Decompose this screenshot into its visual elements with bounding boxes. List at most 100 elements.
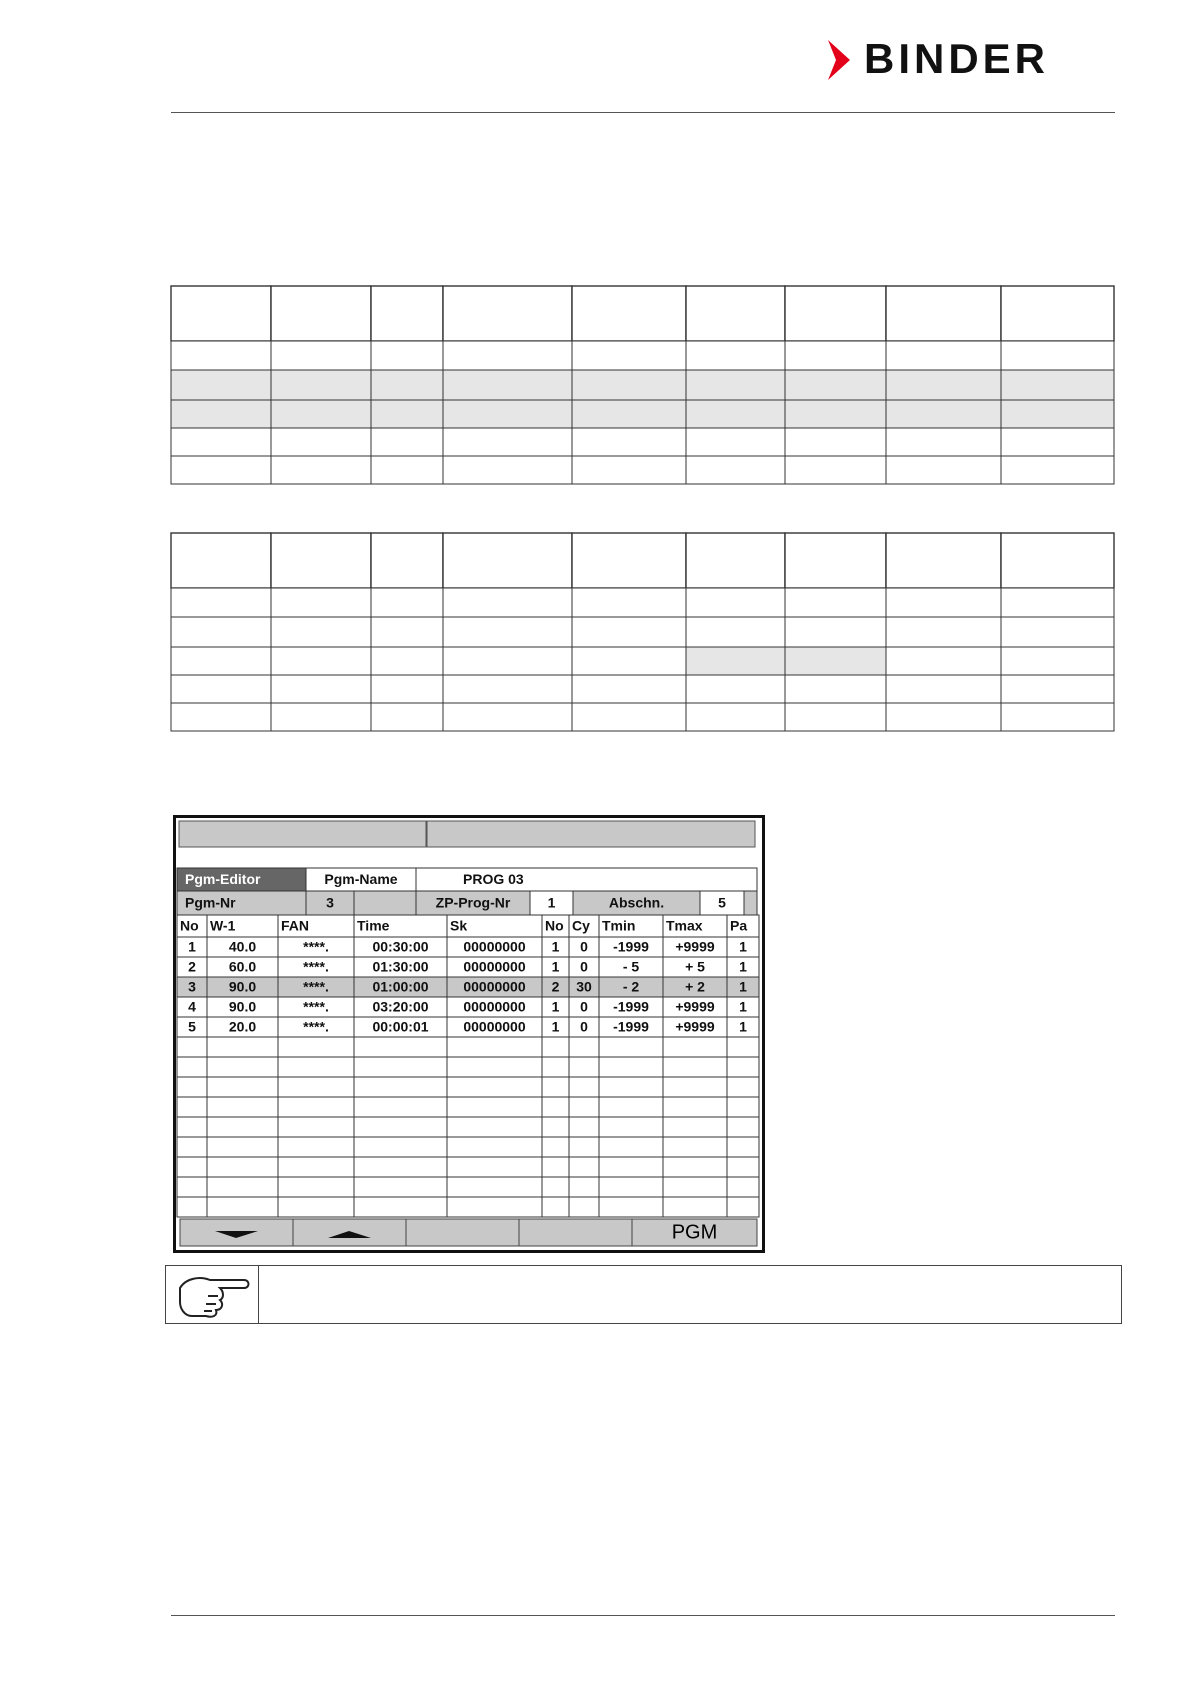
screen-text: Abschn. [609,895,664,911]
soft-key[interactable] [518,1218,633,1247]
screen-cell [277,1176,355,1198]
screen-cell [568,1116,600,1138]
arrow-up [328,1231,371,1238]
table-cell [784,340,887,371]
note-icon-cell [166,1266,259,1323]
table-cell [784,532,887,589]
screen-text: 0 [580,939,588,955]
screen-cell [541,1076,570,1098]
screen-text: 1 [739,1019,747,1035]
header-rule [171,112,1115,113]
screen-cell [598,1156,664,1178]
table-cell [885,427,1002,457]
screen-cell [662,1116,728,1138]
table-cell [784,646,887,676]
soft-key[interactable] [631,1218,758,1247]
table-cell [784,587,887,618]
screen-cell [568,1136,600,1158]
table-cell [1000,616,1115,648]
screen-cell [726,1176,760,1198]
table-cell [685,674,786,704]
screen-text: 1 [739,959,747,975]
screen-text: Cy [572,918,590,934]
screen-text: +9999 [675,939,715,955]
table-cell [442,616,573,648]
table-cell [370,369,444,401]
screen-text: ****. [303,959,329,975]
screen-cell [176,1056,208,1078]
table-cell [571,532,687,589]
table-cell [885,399,1002,429]
screen-cell [206,1136,279,1158]
screen-text: 5 [188,1019,196,1035]
table-cell [270,674,372,704]
table-cell [1000,455,1115,485]
table-cell [685,646,786,676]
table-cell [170,455,272,485]
screen-cell [353,1116,448,1138]
table-cell [442,455,573,485]
screen-text: W-1 [210,918,236,934]
screen-text: 0 [580,959,588,975]
screen-text: 40.0 [229,939,256,955]
table-cell [370,455,444,485]
screen-cell [541,1156,570,1178]
screen-cell [176,1096,208,1118]
empty-tables [170,285,1115,732]
screen-cell [568,1096,600,1118]
screen-cell [726,1196,760,1218]
screen-cell [176,1116,208,1138]
screen-text: 00000000 [463,959,526,975]
screen-cell [353,1196,448,1218]
table-cell [442,427,573,457]
screen-cell [598,1096,664,1118]
table-cell [1000,587,1115,618]
screen-cell [176,1156,208,1178]
screen-cell [541,1056,570,1078]
table-cell [885,455,1002,485]
screen-cell [353,1056,448,1078]
screen-cell [572,890,701,916]
table-cell [685,340,786,371]
screen-text: +9999 [675,1019,715,1035]
table-cell [1000,702,1115,732]
screen-cell [662,1196,728,1218]
table-cell [270,399,372,429]
table-cell [170,285,272,342]
screen-text: 1 [552,1019,560,1035]
screen-text: 3 [188,979,196,995]
table-cell [170,616,272,648]
screen-cell [206,1076,279,1098]
screen-text: 03:20:00 [372,999,428,1015]
screen-text: Time [357,918,390,934]
table-cell [370,702,444,732]
table-cell [370,532,444,589]
table-cell [270,285,372,342]
table-cell [442,369,573,401]
logo: BINDER [828,38,1045,82]
soft-key[interactable] [405,1218,520,1247]
screen-text: 5 [718,895,726,911]
screen-text: 1 [739,979,747,995]
screen-cell [353,1096,448,1118]
table-cell [1000,427,1115,457]
table-cell [571,616,687,648]
table-cell [1000,646,1115,676]
screen-text: 00:00:01 [372,1019,428,1035]
screen-text: 1 [552,999,560,1015]
screen-text: Pa [730,918,747,934]
screen-cell [446,1056,543,1078]
table-cell [571,702,687,732]
table-cell [685,369,786,401]
screen-text: 90.0 [229,999,256,1015]
table-cell [370,616,444,648]
table-cell [885,702,1002,732]
screen-text: + 5 [685,959,705,975]
table-cell [1000,532,1115,589]
screen-text: PROG 03 [463,871,524,887]
screen-cell [541,1176,570,1198]
table-cell [885,285,1002,342]
screen-text: Pgm-Nr [185,895,236,911]
screen-cell [277,1036,355,1058]
table-cell [571,674,687,704]
